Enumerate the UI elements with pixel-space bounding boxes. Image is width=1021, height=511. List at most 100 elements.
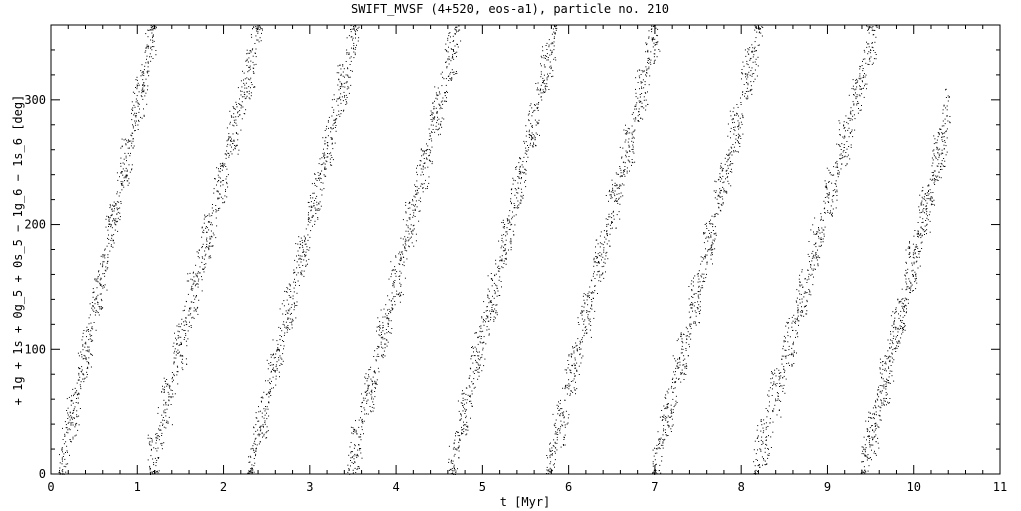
data-point (352, 473, 354, 475)
data-point (675, 367, 677, 369)
data-point (416, 192, 418, 194)
data-point (797, 336, 799, 338)
data-point (479, 341, 481, 343)
data-point (61, 463, 63, 465)
data-point (494, 308, 496, 310)
data-point (226, 145, 228, 147)
data-point (424, 151, 425, 153)
data-point (73, 408, 75, 410)
data-point (157, 470, 158, 472)
data-point (655, 464, 656, 466)
data-point (250, 82, 252, 83)
data-point (289, 289, 291, 290)
data-point (683, 355, 685, 357)
data-point (204, 266, 206, 268)
data-point (527, 114, 529, 116)
data-point (205, 226, 207, 227)
data-point (438, 123, 440, 125)
data-point (511, 223, 513, 225)
data-point (762, 27, 764, 28)
data-point (746, 60, 748, 62)
data-point (413, 228, 415, 230)
data-point (585, 330, 587, 332)
data-point (253, 458, 255, 459)
data-point (242, 70, 243, 72)
data-point (294, 306, 295, 308)
data-point (74, 387, 76, 389)
data-point (462, 393, 464, 395)
data-point (367, 384, 369, 386)
data-point (253, 471, 255, 473)
data-point (453, 58, 455, 60)
data-point (793, 363, 795, 364)
data-point (78, 368, 80, 370)
data-point (528, 131, 530, 133)
data-point (99, 293, 101, 295)
data-point (201, 247, 203, 249)
data-point (235, 116, 237, 118)
data-point (319, 179, 320, 181)
data-point (297, 280, 299, 282)
data-point (517, 176, 519, 177)
data-point (241, 96, 243, 98)
data-point (422, 191, 424, 193)
data-point (601, 243, 603, 245)
data-point (558, 410, 560, 411)
data-point (720, 177, 721, 178)
data-point (688, 343, 690, 345)
data-point (279, 338, 281, 340)
data-point (626, 152, 628, 154)
data-point (135, 87, 136, 88)
data-point (575, 364, 576, 366)
data-point (369, 369, 371, 370)
data-point (291, 320, 293, 322)
data-point (144, 51, 146, 53)
data-point (803, 306, 805, 308)
data-point (710, 234, 712, 236)
data-point (655, 42, 657, 43)
data-point (83, 381, 85, 383)
data-point (233, 140, 235, 142)
data-point (750, 85, 752, 87)
data-point (711, 241, 713, 243)
data-point (338, 114, 340, 116)
data-point (333, 123, 335, 124)
data-point (299, 267, 301, 268)
data-point (744, 93, 746, 94)
data-point (219, 163, 221, 165)
data-point (141, 90, 143, 92)
data-point (737, 133, 739, 135)
data-point (110, 224, 112, 225)
data-point (780, 372, 782, 374)
data-point (362, 422, 364, 424)
data-point (527, 149, 529, 151)
data-point (425, 153, 427, 155)
data-point (314, 220, 316, 222)
data-point (579, 343, 581, 345)
data-point (449, 468, 451, 470)
data-point (70, 404, 72, 406)
data-point (745, 55, 747, 57)
data-point (801, 301, 803, 303)
data-point (58, 471, 60, 473)
data-point (655, 470, 656, 472)
data-point (244, 94, 246, 96)
data-point (146, 71, 148, 73)
data-point (567, 417, 569, 419)
data-point (648, 62, 650, 64)
data-point (791, 322, 793, 324)
data-point (253, 450, 255, 452)
data-point (130, 152, 131, 154)
data-point (269, 378, 271, 380)
data-point (641, 87, 643, 89)
data-point (145, 33, 147, 35)
data-point (762, 432, 764, 434)
data-point (423, 153, 425, 155)
data-point (157, 435, 159, 437)
data-point (120, 201, 122, 202)
data-point (508, 229, 510, 230)
data-point (578, 324, 580, 325)
data-point (294, 303, 295, 305)
data-point (62, 473, 64, 475)
data-point (480, 342, 482, 344)
